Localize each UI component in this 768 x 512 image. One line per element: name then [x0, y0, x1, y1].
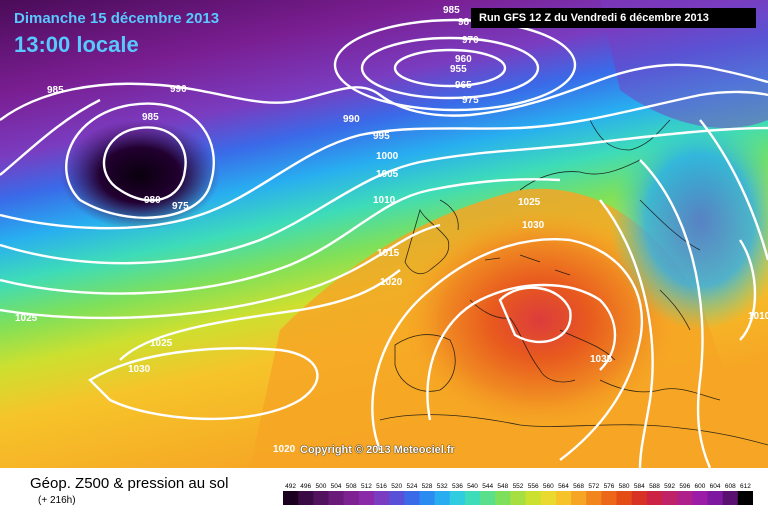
scale-tick-label: 612: [740, 483, 751, 490]
isobar-label: 1025: [15, 313, 38, 324]
scale-swatch: [464, 491, 481, 505]
scale-swatch: [586, 491, 602, 505]
scale-tick-label: 556: [528, 483, 539, 490]
isobar-label: 1015: [377, 248, 400, 259]
copyright-text: Copyright © 2013 Meteociel.fr: [300, 444, 455, 456]
model-run-label: Run GFS 12 Z du Vendredi 6 décembre 2013: [471, 8, 756, 28]
scale-tick-label: 536: [452, 483, 463, 490]
scale-tick-label: 564: [558, 483, 569, 490]
scale-tick-label: 576: [604, 483, 615, 490]
scale-swatch: [495, 491, 511, 505]
isobar-label: 985: [443, 5, 460, 16]
isobar-label: 955: [450, 64, 467, 75]
isobar-label: 1005: [376, 169, 399, 180]
scale-tick-label: 580: [619, 483, 630, 490]
isobar-label: 1025: [150, 338, 173, 349]
scale-tick-label: 584: [634, 483, 645, 490]
scale-swatch: [374, 491, 390, 505]
scale-swatch: [662, 491, 678, 505]
forecast-time: 13:00 locale: [14, 32, 139, 57]
scale-swatch: [631, 491, 648, 505]
scale-swatch: [510, 491, 527, 505]
legend-title: Géop. Z500 & pression au sol: [30, 475, 229, 492]
forecast-map: 985 98 970 960 955 965 975 990 990 985 9…: [0, 0, 768, 468]
scale-tick-label: 512: [361, 483, 372, 490]
scale-swatch: [722, 491, 739, 505]
scale-tick-label: 520: [391, 483, 402, 490]
scale-swatch: [419, 491, 436, 505]
isobar-label: 960: [455, 54, 472, 65]
isobar-label: 1035: [590, 354, 613, 365]
scale-swatch: [343, 491, 360, 505]
scale-swatch: [616, 491, 633, 505]
scale-tick-label: 548: [497, 483, 508, 490]
isobar-label: 1020: [273, 444, 296, 455]
scale-tick-label: 596: [679, 483, 690, 490]
scale-tick-label: 552: [513, 483, 524, 490]
scale-tick-label: 516: [376, 483, 387, 490]
isobar-label: 1010: [748, 311, 768, 322]
isobar-label: 1030: [522, 220, 545, 231]
scale-swatch: [480, 491, 496, 505]
isobar-label: 970: [462, 35, 479, 46]
scale-tick-label: 560: [543, 483, 554, 490]
color-scale: 492 496 500 504 508 512 516 520 524 528 532 536 540 5…: [283, 483, 753, 505]
scale-swatch: [328, 491, 345, 505]
isobar-label: 965: [455, 80, 472, 91]
scale-swatch: [707, 491, 724, 505]
scale-swatch: [601, 491, 618, 505]
forecast-date: Dimanche 15 décembre 2013: [14, 10, 220, 27]
scale-tick-label: 568: [573, 483, 584, 490]
isobar-label: 98: [458, 17, 470, 28]
scale-tick-label: 600: [694, 483, 705, 490]
isobar-label: 985: [142, 112, 159, 123]
scale-tick-label: 492: [285, 483, 296, 490]
scale-tick-label: 588: [649, 483, 660, 490]
isobar-label: 1000: [376, 151, 399, 162]
isobar-label: 990: [170, 84, 187, 95]
scale-swatch: [525, 491, 542, 505]
isobar-label: 1030: [128, 364, 151, 375]
isobar-label: 1020: [380, 277, 403, 288]
scale-swatch: [358, 491, 375, 505]
scale-tick-label: 532: [437, 483, 448, 490]
scale-swatch: [692, 491, 709, 505]
scale-swatch: [298, 491, 314, 505]
isobar-label: 995: [373, 131, 390, 142]
scale-swatch: [434, 491, 451, 505]
scale-swatch: [449, 491, 466, 505]
scale-tick-label: 524: [406, 483, 417, 490]
isobar-label: 975: [172, 201, 189, 212]
scale-swatch: [555, 491, 572, 505]
scale-tick-label: 500: [315, 483, 326, 490]
scale-tick-label: 592: [664, 483, 675, 490]
isobar-label: 975: [462, 95, 479, 106]
scale-swatch: [404, 491, 420, 505]
scale-tick-label: 604: [710, 483, 721, 490]
scale-tick-label: 572: [588, 483, 599, 490]
scale-swatch: [283, 491, 299, 505]
isobar-label: 980: [144, 195, 161, 206]
scale-tick-label: 608: [725, 483, 736, 490]
scale-swatch: [571, 491, 587, 505]
scale-tick-label: 528: [422, 483, 433, 490]
legend-panel: Géop. Z500 & pression au sol (+ 216h) 49…: [0, 468, 768, 512]
isobar-label: 985: [47, 85, 64, 96]
scale-tick-label: 540: [467, 483, 478, 490]
scale-swatch: [313, 491, 329, 505]
scale-swatch: [646, 491, 663, 505]
scale-tick-label: 544: [482, 483, 493, 490]
scale-tick-label: 496: [300, 483, 311, 490]
isobar-label: 1010: [373, 195, 396, 206]
scale-swatch: [389, 491, 405, 505]
isobar-label: 990: [343, 114, 360, 125]
scale-tick-label: 504: [331, 483, 342, 490]
scale-swatch: [737, 491, 753, 505]
scale-swatch: [540, 491, 557, 505]
scale-swatch: [677, 491, 693, 505]
legend-subtitle: (+ 216h): [38, 495, 76, 506]
scale-tick-label: 508: [346, 483, 357, 490]
isobar-label: 1025: [518, 197, 541, 208]
